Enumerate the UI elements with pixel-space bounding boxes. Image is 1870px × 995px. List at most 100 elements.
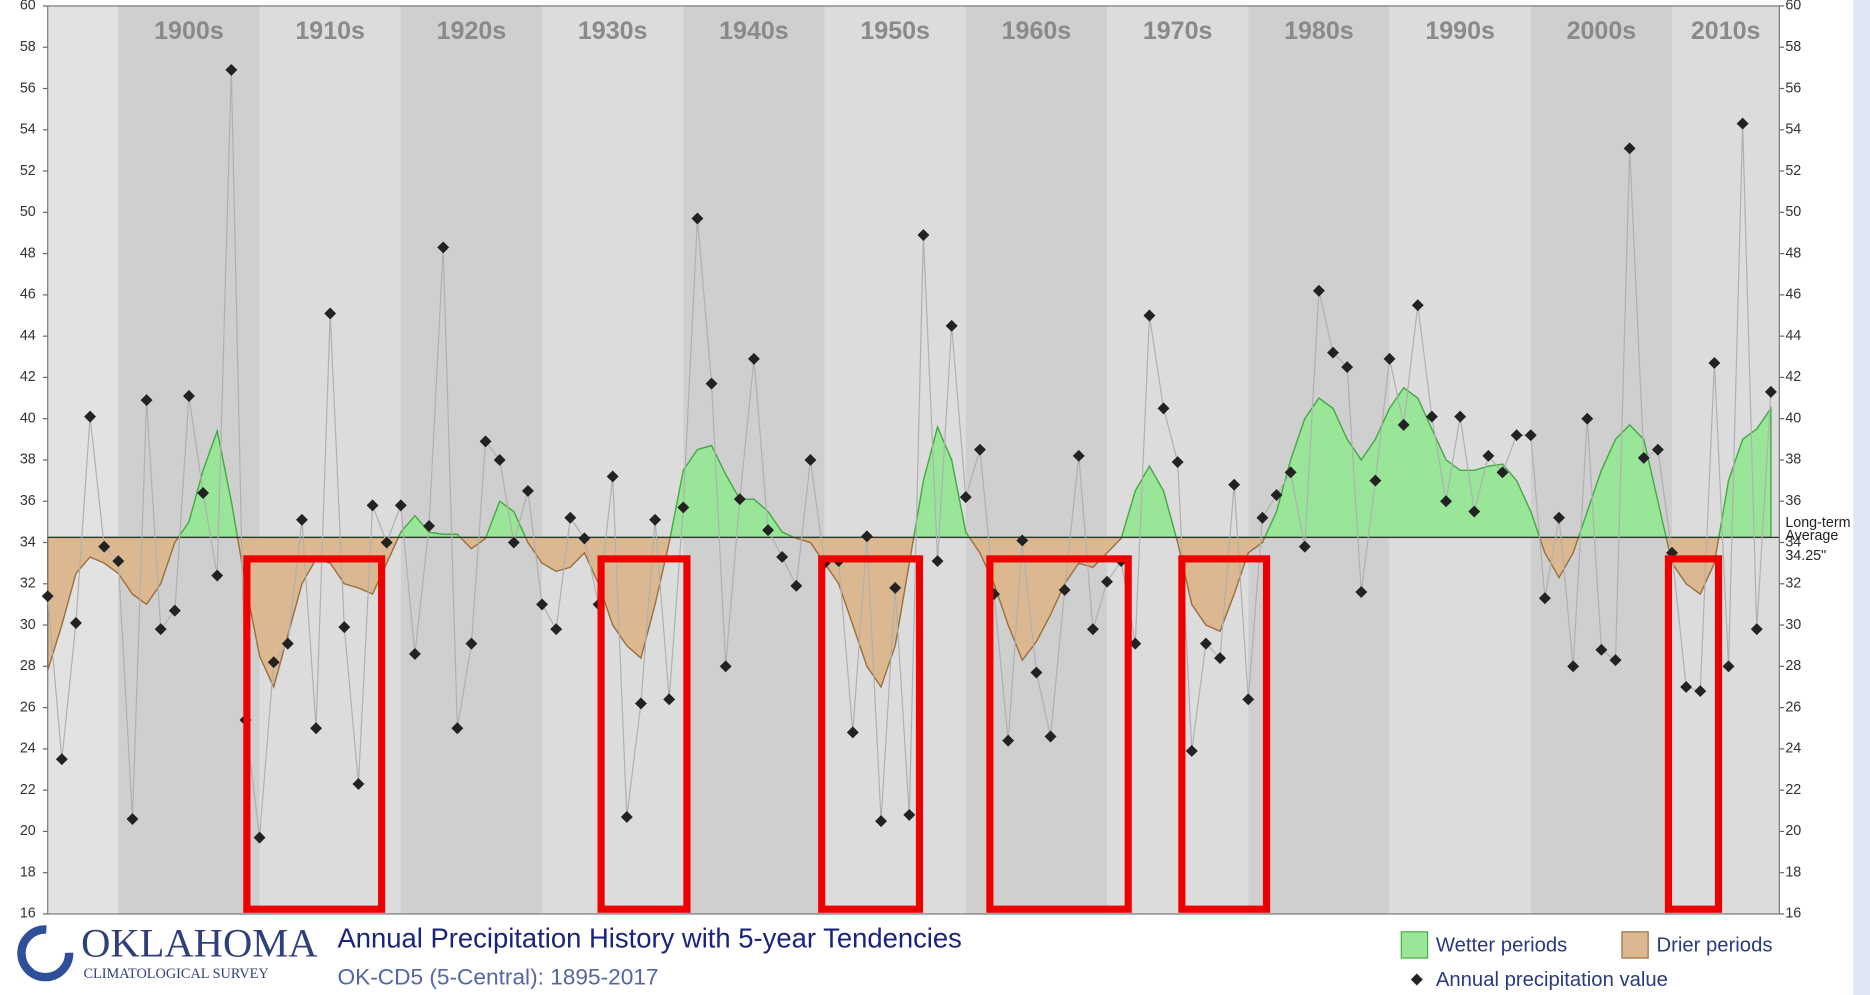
decade-label: 1990s bbox=[1425, 17, 1495, 45]
y-tick-label: 52 bbox=[20, 163, 36, 179]
point bbox=[1468, 505, 1481, 518]
y-tick-label: 54 bbox=[20, 122, 36, 138]
point bbox=[1171, 456, 1184, 468]
y2-tick-label: 16 bbox=[1785, 906, 1801, 922]
highlight-box bbox=[818, 555, 924, 913]
edge-strip bbox=[1853, 0, 1870, 995]
legend-swatch bbox=[1400, 931, 1429, 959]
point bbox=[352, 778, 365, 790]
legend: Wetter periods Drier periods Annual precip… bbox=[1400, 931, 1773, 991]
point bbox=[889, 581, 902, 594]
point bbox=[310, 722, 323, 735]
point bbox=[1454, 410, 1467, 423]
point bbox=[1736, 117, 1749, 130]
decade-label: 1910s bbox=[295, 17, 365, 45]
point bbox=[1072, 449, 1085, 462]
point bbox=[973, 443, 986, 456]
decade-band bbox=[1530, 5, 1673, 914]
y-tick-label: 48 bbox=[20, 245, 36, 261]
point bbox=[140, 394, 153, 407]
point bbox=[634, 697, 647, 710]
point bbox=[394, 499, 407, 512]
point bbox=[465, 637, 478, 650]
average-value: 34.25" bbox=[1785, 548, 1826, 564]
point bbox=[1030, 666, 1043, 679]
decade-label: 1920s bbox=[437, 17, 507, 45]
point bbox=[295, 513, 308, 526]
point bbox=[493, 454, 506, 466]
logo-mark bbox=[17, 925, 74, 982]
y-tick-label: 42 bbox=[20, 369, 36, 385]
y-tick-label: 58 bbox=[20, 39, 36, 55]
y-tick-label: 20 bbox=[20, 823, 36, 839]
y2-tick-label: 38 bbox=[1785, 452, 1801, 468]
y-tick-label: 40 bbox=[20, 410, 36, 426]
average-label: Long-term Average bbox=[1785, 515, 1850, 544]
point bbox=[1637, 451, 1650, 464]
point bbox=[1312, 284, 1325, 297]
decade-label: 2010s bbox=[1691, 17, 1761, 45]
point bbox=[677, 501, 690, 514]
point bbox=[69, 617, 82, 629]
point bbox=[578, 532, 591, 545]
y-tick-label: 28 bbox=[20, 658, 36, 674]
decade-band bbox=[259, 5, 401, 914]
point bbox=[182, 390, 195, 402]
y2-tick-label: 54 bbox=[1785, 122, 1801, 138]
point bbox=[1185, 744, 1198, 757]
y2-tick-label: 46 bbox=[1785, 287, 1801, 303]
y-tick-label: 50 bbox=[20, 204, 36, 220]
point bbox=[154, 623, 167, 636]
y-tick-label: 60 bbox=[20, 0, 36, 14]
decade-label: 1900s bbox=[154, 17, 224, 45]
legend-label: Wetter periods bbox=[1436, 935, 1567, 957]
point bbox=[338, 621, 351, 634]
decade-label: 1940s bbox=[719, 17, 789, 45]
chart-subtitle: OK-CD5 (5-Central): 1895-2017 bbox=[338, 963, 659, 989]
point bbox=[945, 319, 958, 332]
decade-label: 1980s bbox=[1284, 17, 1354, 45]
y2-tick-label: 32 bbox=[1785, 576, 1801, 592]
y-tick-label: 24 bbox=[20, 741, 36, 757]
point bbox=[804, 454, 817, 466]
point bbox=[1199, 637, 1212, 650]
highlight-box bbox=[597, 555, 691, 913]
point bbox=[875, 815, 888, 828]
point bbox=[423, 520, 436, 532]
point bbox=[719, 660, 732, 673]
decade-label: 1960s bbox=[1002, 17, 1072, 45]
y2-tick-label: 24 bbox=[1785, 741, 1801, 757]
y2-tick-label: 30 bbox=[1785, 617, 1801, 633]
point bbox=[1623, 142, 1636, 155]
y2-tick-label: 40 bbox=[1785, 410, 1801, 426]
footer: OKLAHOMA CLIMATOLOGICAL SURVEY Annual Pr… bbox=[17, 921, 962, 989]
y2-tick-label: 22 bbox=[1785, 782, 1801, 798]
point bbox=[1058, 584, 1071, 596]
decade-label: 1970s bbox=[1143, 17, 1213, 45]
point bbox=[479, 435, 492, 448]
point bbox=[55, 753, 68, 766]
point bbox=[366, 499, 379, 512]
point bbox=[663, 693, 676, 706]
point bbox=[1228, 478, 1241, 491]
y2-tick-label: 34 bbox=[1785, 534, 1801, 550]
y2-tick-label: 42 bbox=[1785, 369, 1801, 385]
y2-tick-label: 20 bbox=[1785, 823, 1801, 839]
decade-band bbox=[118, 5, 260, 914]
point bbox=[451, 722, 464, 735]
legend-label: Drier periods bbox=[1657, 935, 1773, 957]
point bbox=[917, 229, 930, 241]
point bbox=[550, 623, 563, 636]
point bbox=[1355, 586, 1368, 598]
logo-name: OKLAHOMA bbox=[81, 921, 317, 966]
point bbox=[324, 307, 337, 320]
point bbox=[931, 555, 944, 568]
legend-label: Annual precipitation value bbox=[1436, 969, 1668, 991]
legend-swatch bbox=[1621, 931, 1649, 959]
point bbox=[536, 598, 549, 611]
y2-tick-label: 18 bbox=[1785, 864, 1801, 880]
point bbox=[380, 536, 393, 549]
legend-marker bbox=[1410, 973, 1423, 986]
point bbox=[1651, 443, 1664, 456]
